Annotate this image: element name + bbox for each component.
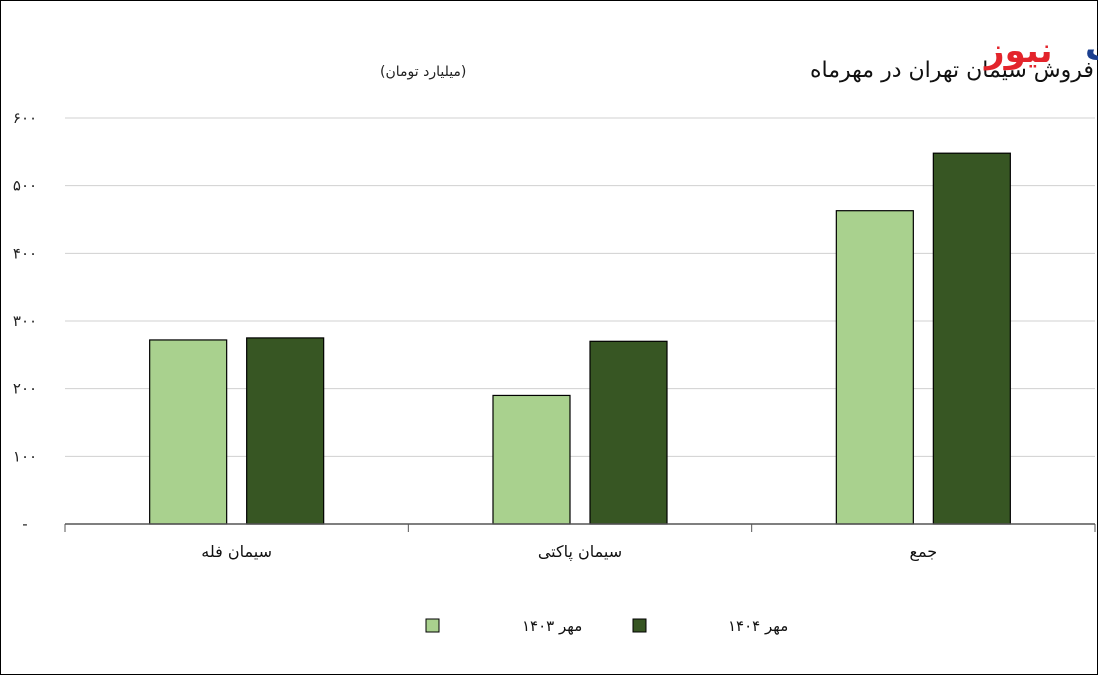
legend-label: مهر ۱۴۰۴ xyxy=(728,617,788,635)
bar xyxy=(492,394,571,525)
y-tick-label: ۶۰۰ xyxy=(13,109,37,127)
chart-subtitle: (میلیارد تومان) xyxy=(380,64,466,80)
bar xyxy=(149,339,228,525)
bar xyxy=(932,152,1011,525)
y-tick-labels: - ۱۰۰ ۲۰۰ ۳۰۰ ۴۰۰ ۵۰۰ ۶۰۰ xyxy=(13,109,37,533)
legend-swatch xyxy=(632,618,647,633)
chart-title: درآمد فروش سیمان تهران در مهرماه xyxy=(810,56,1098,83)
y-tick-label: ۳۰۰ xyxy=(13,312,37,330)
legend-swatch xyxy=(425,618,440,633)
y-tick-label: ۵۰۰ xyxy=(13,177,37,195)
x-axis xyxy=(64,523,1096,532)
logo-part-1: تجارت xyxy=(1085,29,1098,69)
gridlines xyxy=(65,117,1095,457)
category-labels: سیمان فله سیمان پاکتی جمع xyxy=(201,542,937,562)
y-tick-label: ۲۰۰ xyxy=(13,380,37,398)
bars xyxy=(149,152,1011,525)
y-tick-label: - xyxy=(22,515,27,533)
category-label: سیمان فله xyxy=(201,542,272,561)
category-label: جمع xyxy=(910,542,938,562)
logo: تجارت نیوز xyxy=(983,29,1098,71)
y-tick-label: ۴۰۰ xyxy=(13,244,37,262)
category-label: سیمان پاکتی xyxy=(538,542,622,562)
bar xyxy=(246,337,325,525)
legend-label: مهر ۱۴۰۳ xyxy=(522,617,582,635)
bar xyxy=(589,340,668,525)
bar xyxy=(835,210,914,525)
legend: مهر ۱۴۰۳ مهر ۱۴۰۴ xyxy=(425,617,788,635)
logo-part-2: نیوز xyxy=(983,31,1053,71)
y-tick-label: ۱۰۰ xyxy=(13,447,37,465)
